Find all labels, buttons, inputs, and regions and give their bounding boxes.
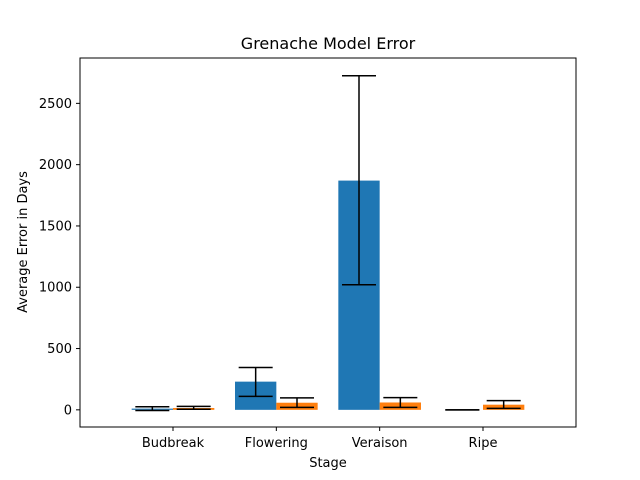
chart-title: Grenache Model Error (241, 34, 416, 53)
y-tick-label: 2000 (39, 158, 72, 173)
x-tick-label: Flowering (245, 436, 308, 451)
x-axis-label: Stage (309, 456, 347, 471)
y-tick-label: 1500 (39, 219, 72, 234)
y-tick-label: 1000 (39, 281, 72, 296)
plot-frame (79, 57, 577, 428)
x-tick-label: Budbreak (142, 436, 205, 451)
y-tick-label: 500 (47, 342, 72, 357)
y-tick-label: 0 (64, 403, 72, 418)
x-tick-label: Veraison (352, 436, 408, 451)
y-tick-label: 2500 (39, 97, 72, 112)
axes-layer: 0 500 1000 1500 2000 2500 Budbreak Flowering Ver… (39, 57, 577, 451)
y-axis-label: Average Error in Days (16, 171, 31, 313)
x-tick-label: Ripe (469, 436, 498, 451)
errorbars-layer (135, 75, 521, 412)
